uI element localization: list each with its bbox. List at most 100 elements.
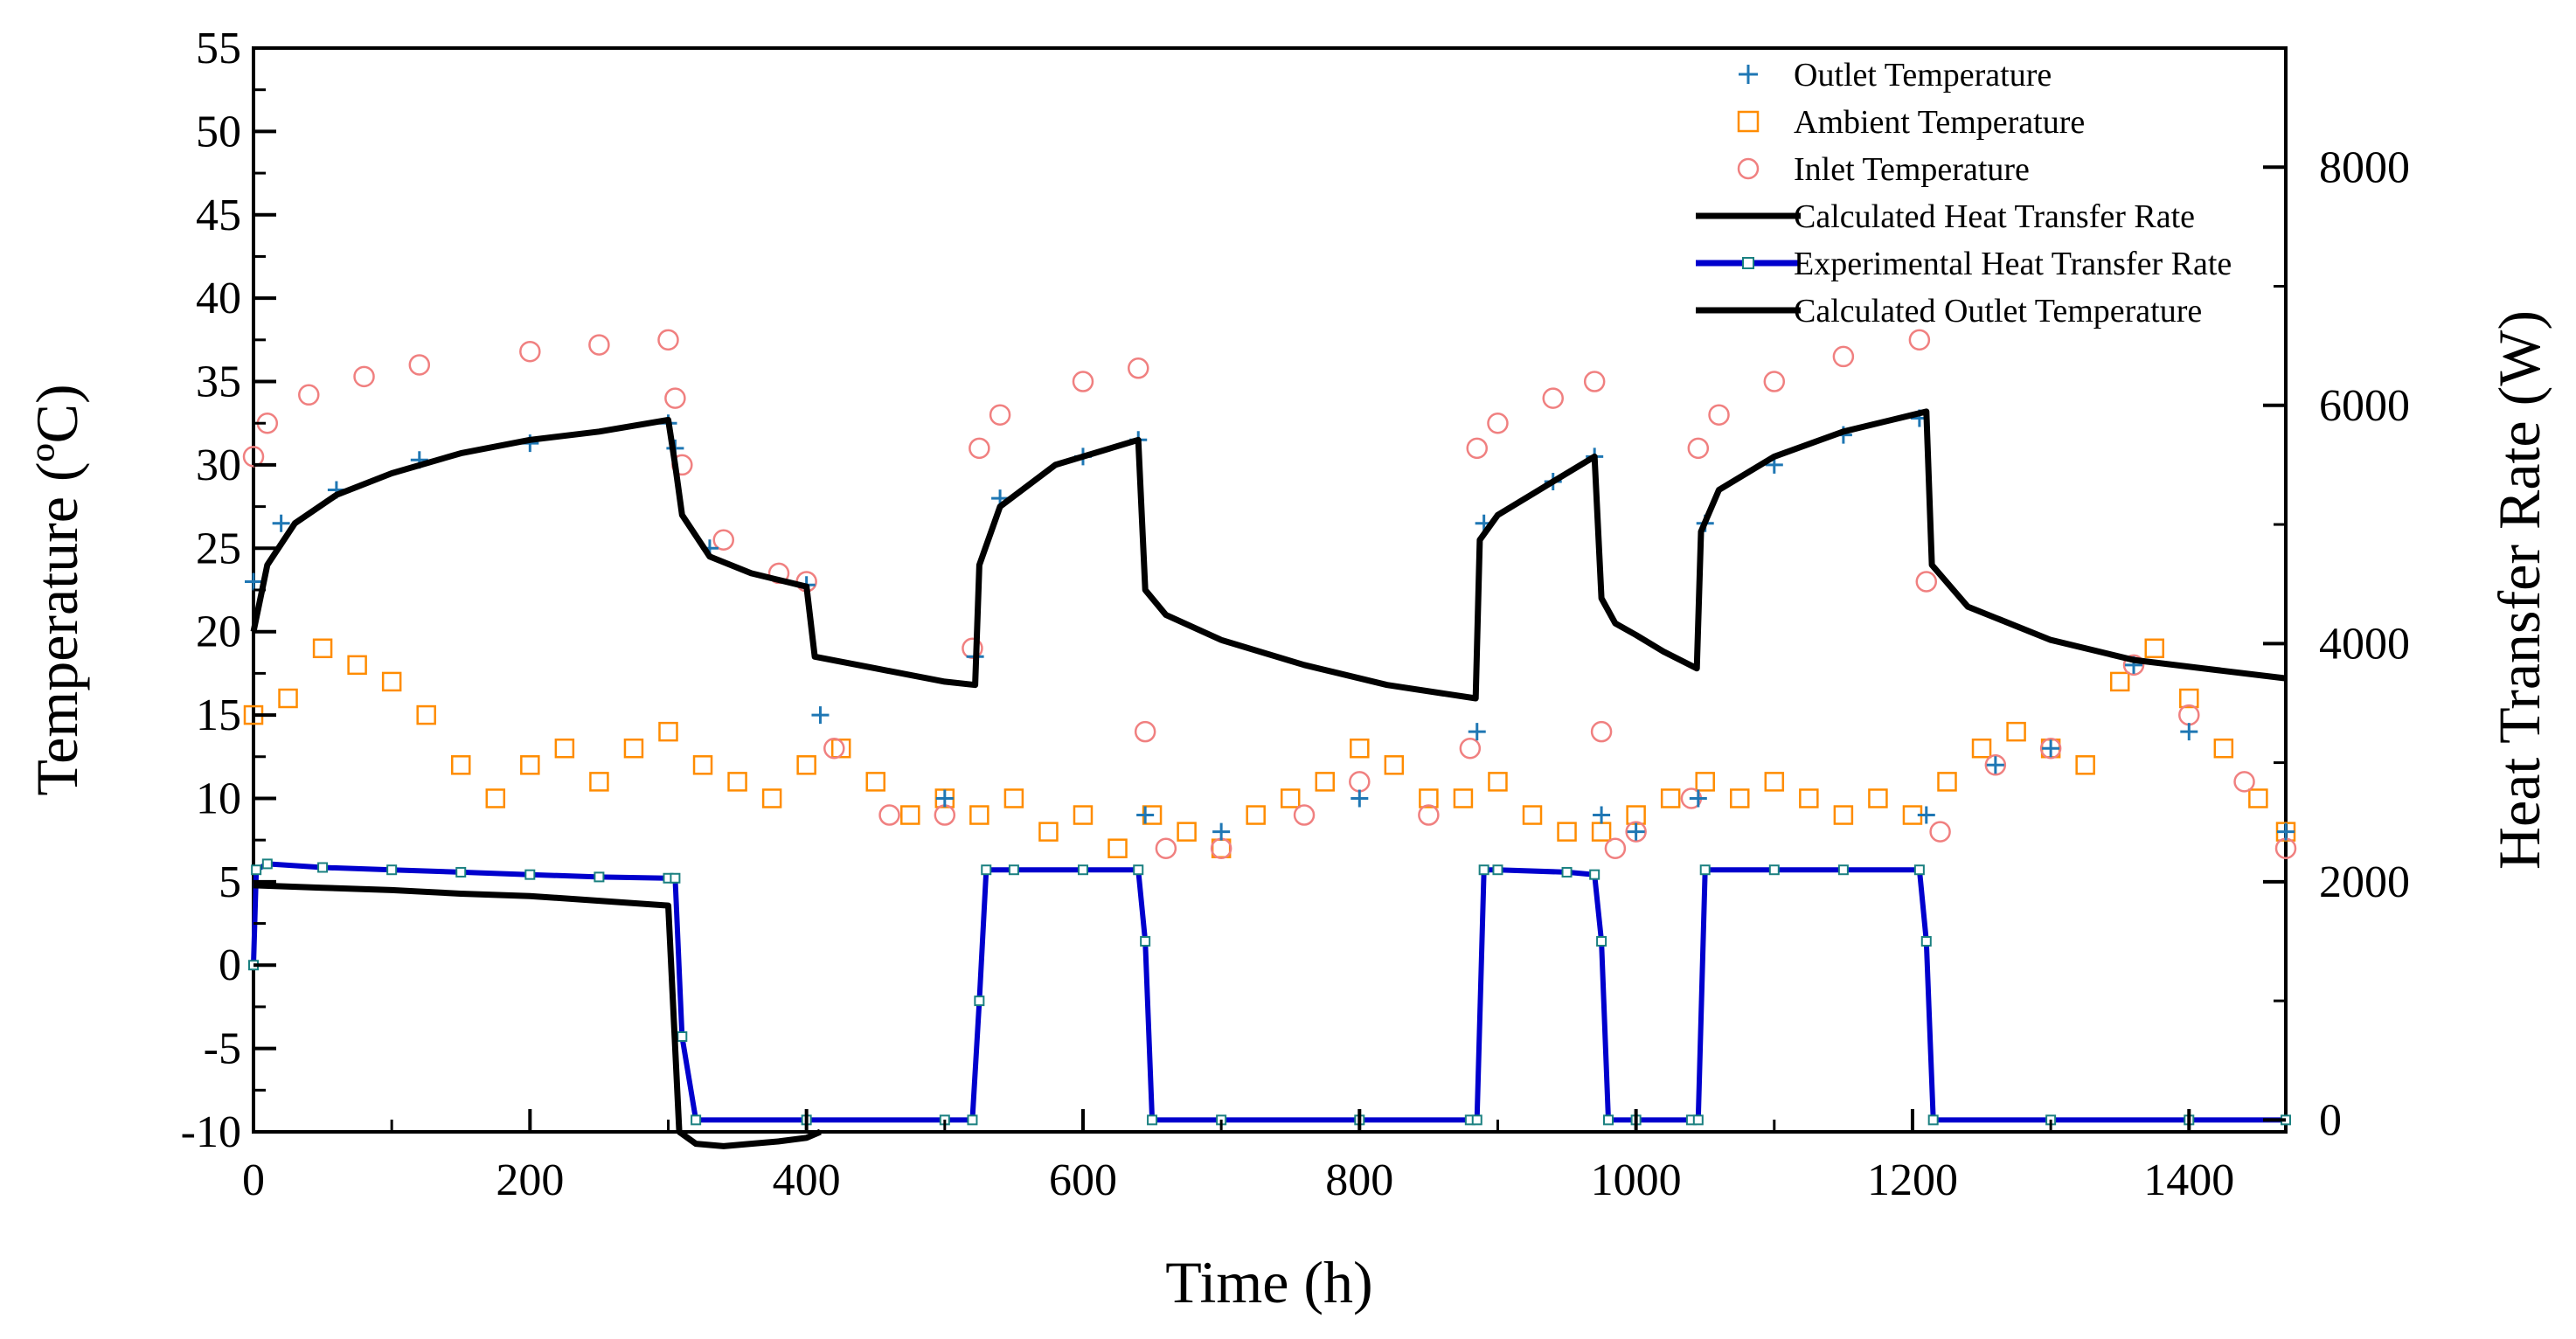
series-line bbox=[253, 882, 822, 1149]
left-y-tick-label: -10 bbox=[181, 1107, 241, 1157]
data-point bbox=[1699, 864, 1711, 876]
data-point bbox=[823, 737, 845, 760]
left-y-tick-label: 50 bbox=[196, 107, 241, 156]
data-point bbox=[1583, 371, 1606, 392]
data-point bbox=[1350, 789, 1369, 808]
right-y-tick-label: 6000 bbox=[2319, 381, 2410, 431]
data-point bbox=[1561, 866, 1573, 878]
data-point bbox=[2179, 688, 2199, 709]
data-point bbox=[1913, 864, 1925, 876]
legend-label: Calculated Outlet Temperature bbox=[1794, 293, 2202, 330]
left-y-tick-label: 45 bbox=[196, 191, 241, 240]
data-point bbox=[2180, 723, 2198, 741]
data-point bbox=[455, 866, 467, 878]
data-point bbox=[1984, 754, 2007, 776]
data-point bbox=[1418, 804, 1440, 826]
data-point bbox=[1487, 412, 1509, 434]
data-point bbox=[1147, 1114, 1158, 1126]
right-y-tick-label: 2000 bbox=[2319, 857, 2410, 907]
x-tick-label: 0 bbox=[242, 1155, 265, 1205]
data-point bbox=[589, 772, 609, 792]
data-point bbox=[1868, 788, 1888, 808]
data-point bbox=[657, 329, 679, 351]
left-y-tick-label: 40 bbox=[196, 274, 241, 323]
data-point bbox=[1315, 772, 1336, 792]
data-point bbox=[1908, 329, 1931, 351]
data-point bbox=[1920, 935, 1932, 947]
data-point bbox=[1604, 837, 1627, 859]
data-point bbox=[386, 864, 398, 876]
data-point bbox=[1937, 772, 1957, 792]
data-point bbox=[1591, 822, 1612, 842]
data-point bbox=[1522, 805, 1543, 825]
series-line bbox=[251, 861, 2286, 1123]
legend-label: Calculated Heat Transfer Rate bbox=[1794, 198, 2195, 235]
data-point bbox=[2109, 671, 2130, 692]
data-point bbox=[1927, 1114, 1939, 1126]
data-point bbox=[1478, 864, 1489, 876]
series-ambient-temperature bbox=[243, 638, 2296, 858]
legend-swatch bbox=[1737, 157, 1760, 180]
data-point bbox=[1971, 738, 1992, 759]
data-point bbox=[1038, 822, 1059, 842]
data-point bbox=[261, 858, 273, 870]
data-point bbox=[1133, 864, 1144, 876]
data-point bbox=[1246, 805, 1266, 825]
data-point bbox=[347, 655, 367, 676]
legend-label: Inlet Temperature bbox=[1794, 151, 2030, 188]
data-point bbox=[1003, 788, 1024, 808]
data-point bbox=[712, 529, 735, 552]
series-inlet-temperature bbox=[242, 329, 2297, 859]
data-point bbox=[974, 996, 985, 1007]
data-point bbox=[934, 804, 956, 826]
data-point bbox=[796, 755, 816, 775]
data-point bbox=[1590, 720, 1613, 743]
data-point bbox=[1384, 755, 1405, 775]
x-tick-label: 1000 bbox=[1591, 1155, 1682, 1205]
data-point bbox=[1689, 789, 1707, 808]
data-point bbox=[830, 738, 851, 759]
data-point bbox=[1212, 822, 1231, 841]
data-point bbox=[692, 755, 713, 775]
data-point bbox=[2042, 739, 2060, 758]
left-y-tick-label: 20 bbox=[196, 607, 241, 657]
right-y-axis-title: Heat Transfer Rate (W) bbox=[2486, 310, 2552, 870]
data-point bbox=[245, 572, 262, 591]
legend-entry-calculated-outlet-temperature: Calculated Outlet Temperature bbox=[1696, 293, 2202, 330]
data-point bbox=[272, 514, 290, 532]
data-point bbox=[1349, 771, 1371, 793]
data-point bbox=[2178, 704, 2200, 726]
data-point bbox=[1008, 864, 1019, 876]
data-point bbox=[2039, 737, 2062, 760]
data-point bbox=[1625, 821, 1647, 843]
left-y-axis-title: Temperature (ºC) bbox=[24, 384, 90, 795]
data-point bbox=[1293, 804, 1316, 826]
data-point bbox=[658, 721, 678, 742]
data-point bbox=[2075, 755, 2095, 775]
legend-label: Outlet Temperature bbox=[1794, 57, 2052, 94]
data-point bbox=[1077, 864, 1088, 876]
data-point bbox=[312, 638, 333, 659]
left-y-tick-label: -5 bbox=[204, 1024, 241, 1074]
data-point bbox=[298, 384, 320, 406]
data-point bbox=[1986, 756, 2004, 774]
data-point bbox=[1603, 1114, 1614, 1126]
data-point bbox=[1917, 806, 1935, 824]
x-tick-label: 600 bbox=[1049, 1155, 1117, 1205]
data-point bbox=[900, 805, 920, 825]
data-point bbox=[1832, 345, 1855, 368]
data-point bbox=[761, 788, 782, 808]
data-point bbox=[520, 755, 540, 775]
data-point bbox=[1915, 571, 1938, 593]
series-layer bbox=[242, 329, 2297, 1149]
data-point bbox=[1466, 437, 1488, 460]
data-point bbox=[1072, 371, 1094, 392]
right-y-tick-label: 4000 bbox=[2319, 619, 2410, 669]
series-calculated-heat-transfer-rate bbox=[253, 882, 822, 1149]
legend-entry-calculated-heat-transfer-rate: Calculated Heat Transfer Rate bbox=[1696, 198, 2195, 235]
data-point bbox=[1708, 404, 1730, 426]
data-point bbox=[691, 1114, 702, 1126]
left-y-tick-label: 15 bbox=[196, 690, 241, 740]
left-y-tick-label: 0 bbox=[219, 940, 241, 990]
